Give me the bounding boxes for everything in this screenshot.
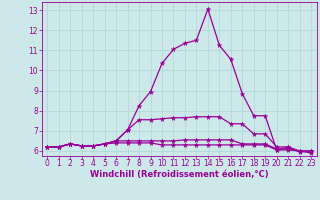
X-axis label: Windchill (Refroidissement éolien,°C): Windchill (Refroidissement éolien,°C) (90, 170, 268, 179)
